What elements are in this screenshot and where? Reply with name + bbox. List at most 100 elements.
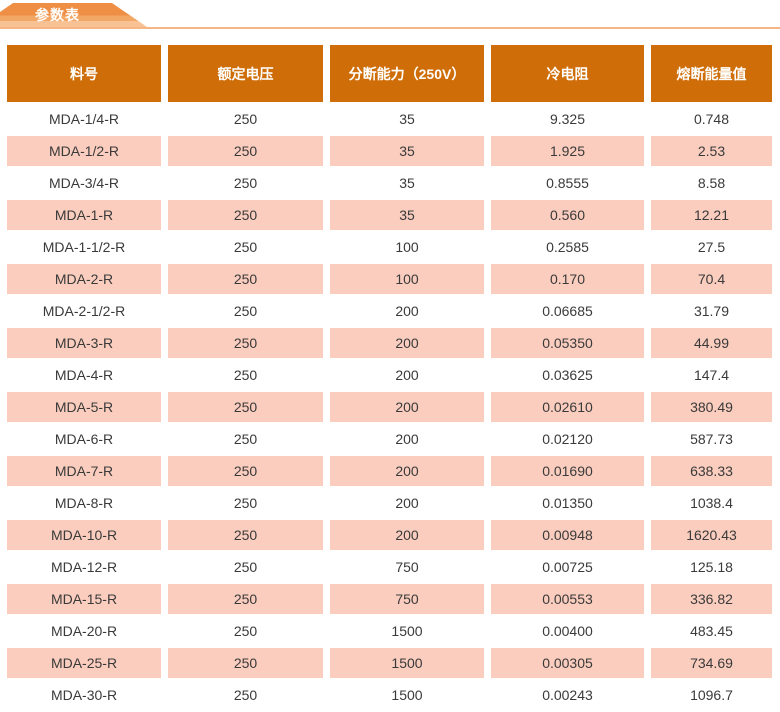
- value-cell: 100: [330, 232, 484, 262]
- part-number-cell: MDA-6-R: [7, 424, 161, 454]
- header-cell-4: 熔断能量值: [651, 45, 772, 102]
- part-number-cell: MDA-5-R: [7, 392, 161, 422]
- value-cell: 0.00948: [491, 520, 644, 550]
- value-cell: 1500: [330, 616, 484, 646]
- part-number-cell: MDA-1/4-R: [7, 104, 161, 134]
- value-cell: 250: [168, 680, 323, 710]
- table-row: MDA-1-1/2-R 250 100 0.2585 27.5: [7, 232, 772, 262]
- value-cell: 12.21: [651, 200, 772, 230]
- part-number-cell: MDA-1-R: [7, 200, 161, 230]
- header-cell-3: 冷电阻: [491, 45, 644, 102]
- value-cell: 250: [168, 488, 323, 518]
- value-cell: 250: [168, 392, 323, 422]
- part-number-cell: MDA-8-R: [7, 488, 161, 518]
- table-row: MDA-6-R 250 200 0.02120 587.73: [7, 424, 772, 454]
- value-cell: 750: [330, 552, 484, 582]
- value-cell: 587.73: [651, 424, 772, 454]
- table-row: MDA-30-R 250 1500 0.00243 1096.7: [7, 680, 772, 710]
- table-row: MDA-7-R 250 200 0.01690 638.33: [7, 456, 772, 486]
- section-header-bar: 参数表: [0, 0, 780, 30]
- part-number-cell: MDA-7-R: [7, 456, 161, 486]
- value-cell: 250: [168, 360, 323, 390]
- value-cell: 35: [330, 136, 484, 166]
- header-cell-2: 分断能力（250V）: [330, 45, 484, 102]
- value-cell: 250: [168, 648, 323, 678]
- value-cell: 200: [330, 296, 484, 326]
- value-cell: 0.05350: [491, 328, 644, 358]
- value-cell: 0.00243: [491, 680, 644, 710]
- value-cell: 1500: [330, 648, 484, 678]
- value-cell: 125.18: [651, 552, 772, 582]
- value-cell: 336.82: [651, 584, 772, 614]
- value-cell: 0.02120: [491, 424, 644, 454]
- value-cell: 250: [168, 552, 323, 582]
- value-cell: 483.45: [651, 616, 772, 646]
- part-number-cell: MDA-20-R: [7, 616, 161, 646]
- value-cell: 0.02610: [491, 392, 644, 422]
- value-cell: 0.8555: [491, 168, 644, 198]
- part-number-cell: MDA-1/2-R: [7, 136, 161, 166]
- value-cell: 35: [330, 200, 484, 230]
- table-row: MDA-8-R 250 200 0.01350 1038.4: [7, 488, 772, 518]
- part-number-cell: MDA-2-R: [7, 264, 161, 294]
- part-number-cell: MDA-3/4-R: [7, 168, 161, 198]
- value-cell: 0.03625: [491, 360, 644, 390]
- part-number-cell: MDA-4-R: [7, 360, 161, 390]
- value-cell: 250: [168, 520, 323, 550]
- value-cell: 1620.43: [651, 520, 772, 550]
- part-number-cell: MDA-15-R: [7, 584, 161, 614]
- value-cell: 734.69: [651, 648, 772, 678]
- table-body: MDA-1/4-R 250 35 9.325 0.748 MDA-1/2-R 250 35 1.…: [7, 104, 772, 710]
- value-cell: 250: [168, 328, 323, 358]
- table-row: MDA-4-R 250 200 0.03625 147.4: [7, 360, 772, 390]
- value-cell: 0.06685: [491, 296, 644, 326]
- value-cell: 0.01350: [491, 488, 644, 518]
- table-row: MDA-5-R 250 200 0.02610 380.49: [7, 392, 772, 422]
- value-cell: 0.00400: [491, 616, 644, 646]
- value-cell: 200: [330, 424, 484, 454]
- value-cell: 250: [168, 104, 323, 134]
- value-cell: 2.53: [651, 136, 772, 166]
- tab-parameters[interactable]: 参数表: [0, 3, 147, 27]
- table-row: MDA-25-R 250 1500 0.00305 734.69: [7, 648, 772, 678]
- value-cell: 100: [330, 264, 484, 294]
- part-number-cell: MDA-3-R: [7, 328, 161, 358]
- table-row: MDA-2-1/2-R 250 200 0.06685 31.79: [7, 296, 772, 326]
- part-number-cell: MDA-30-R: [7, 680, 161, 710]
- value-cell: 0.2585: [491, 232, 644, 262]
- value-cell: 250: [168, 584, 323, 614]
- value-cell: 35: [330, 104, 484, 134]
- value-cell: 638.33: [651, 456, 772, 486]
- table-row: MDA-1-R 250 35 0.560 12.21: [7, 200, 772, 230]
- value-cell: 35: [330, 168, 484, 198]
- value-cell: 380.49: [651, 392, 772, 422]
- part-number-cell: MDA-12-R: [7, 552, 161, 582]
- part-number-cell: MDA-10-R: [7, 520, 161, 550]
- value-cell: 250: [168, 424, 323, 454]
- header-cell-1: 额定电压: [168, 45, 323, 102]
- tab-underline: [0, 27, 780, 29]
- table-row: MDA-3-R 250 200 0.05350 44.99: [7, 328, 772, 358]
- value-cell: 200: [330, 360, 484, 390]
- value-cell: 0.170: [491, 264, 644, 294]
- table-row: MDA-12-R 250 750 0.00725 125.18: [7, 552, 772, 582]
- table-row: MDA-1/2-R 250 35 1.925 2.53: [7, 136, 772, 166]
- part-number-cell: MDA-25-R: [7, 648, 161, 678]
- table-row: MDA-20-R 250 1500 0.00400 483.45: [7, 616, 772, 646]
- value-cell: 27.5: [651, 232, 772, 262]
- value-cell: 200: [330, 488, 484, 518]
- table-row: MDA-15-R 250 750 0.00553 336.82: [7, 584, 772, 614]
- value-cell: 250: [168, 616, 323, 646]
- value-cell: 0.00725: [491, 552, 644, 582]
- value-cell: 200: [330, 328, 484, 358]
- value-cell: 250: [168, 200, 323, 230]
- table-row: MDA-10-R 250 200 0.00948 1620.43: [7, 520, 772, 550]
- value-cell: 200: [330, 456, 484, 486]
- table-row: MDA-3/4-R 250 35 0.8555 8.58: [7, 168, 772, 198]
- value-cell: 250: [168, 232, 323, 262]
- value-cell: 0.00553: [491, 584, 644, 614]
- value-cell: 1096.7: [651, 680, 772, 710]
- value-cell: 1500: [330, 680, 484, 710]
- value-cell: 0.748: [651, 104, 772, 134]
- value-cell: 0.00305: [491, 648, 644, 678]
